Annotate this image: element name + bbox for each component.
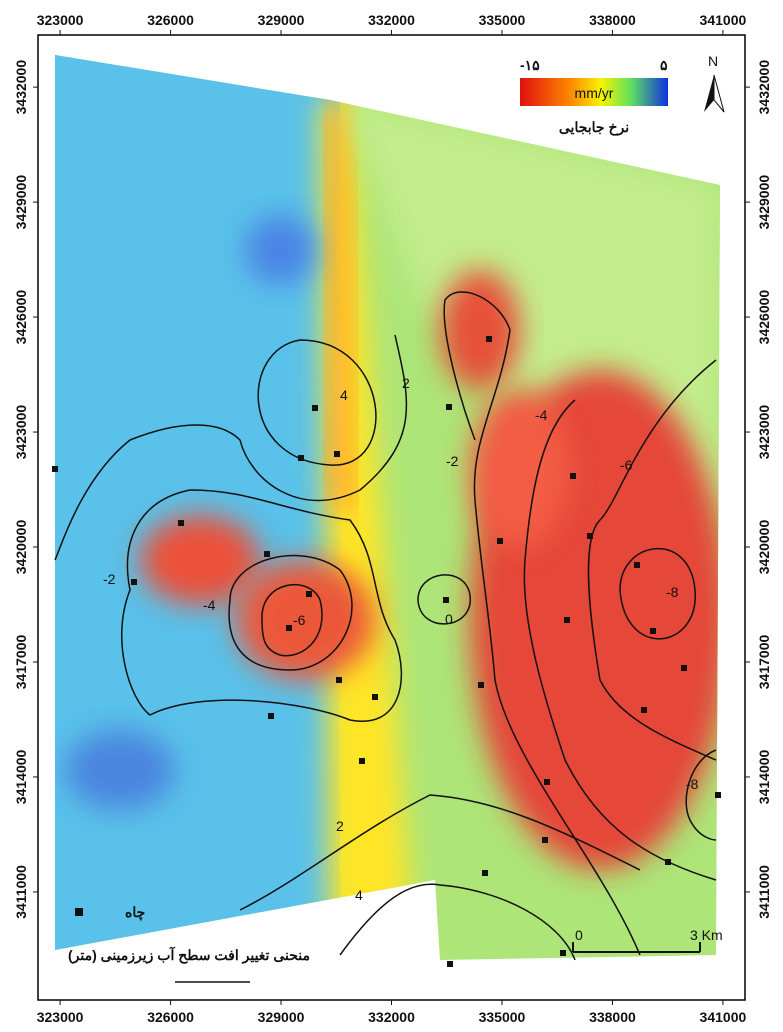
y-tick-label: 3426000 xyxy=(13,290,29,345)
wells xyxy=(52,336,721,967)
y-tick-label: 3432000 xyxy=(13,60,29,115)
contour-label: -2 xyxy=(103,571,116,587)
contour-label: -8 xyxy=(666,584,679,600)
contour-label: -6 xyxy=(620,457,633,473)
x-tick-label: 332000 xyxy=(368,12,415,28)
x-tick-label: 335000 xyxy=(479,12,526,28)
contours xyxy=(54,291,717,961)
contour-label: 0 xyxy=(445,611,453,627)
y-tick-label: 3414000 xyxy=(756,749,772,804)
y-tick-label: 3429000 xyxy=(13,175,29,230)
y-tick-label: 3417000 xyxy=(13,635,29,690)
legend-contours: منحنی تغییر افت سطح آب زیرزمینی (متر) xyxy=(68,946,310,964)
north-label: N xyxy=(708,53,718,69)
legend-unit: mm/yr xyxy=(575,85,614,101)
y-tick-label: 3429000 xyxy=(756,175,772,230)
contour-label: -2 xyxy=(446,453,459,469)
legend-wells: چاه xyxy=(125,904,145,920)
y-tick-label: 3411000 xyxy=(756,865,772,919)
contour-label: 4 xyxy=(340,387,348,403)
contour-label: -4 xyxy=(535,407,548,423)
x-tick-label: 329000 xyxy=(258,12,305,28)
x-tick-label: 332000 xyxy=(368,1009,415,1025)
contour-label: -4 xyxy=(203,597,216,613)
legend: -۱۵ ۵ mm/yr نرخ جابجایی چاه منحنی تغییر … xyxy=(68,57,668,983)
north-arrow: N xyxy=(704,53,725,113)
contour-label: 2 xyxy=(336,818,344,834)
contour-label: -8 xyxy=(686,776,699,792)
x-tick-label: 341000 xyxy=(700,12,747,28)
contour-label: 2 xyxy=(402,375,410,391)
well-symbol xyxy=(75,908,83,916)
y-tick-label: 3432000 xyxy=(756,60,772,115)
contour-label: 4 xyxy=(355,887,363,903)
color-ramp xyxy=(520,78,668,106)
y-tick-label: 3420000 xyxy=(13,520,29,575)
contour-label: -6 xyxy=(293,612,306,628)
x-tick-label: 323000 xyxy=(37,12,84,28)
scale-bar: 0 3 Km xyxy=(572,927,723,953)
legend-title: نرخ جابجایی xyxy=(559,119,629,136)
scale-end: 3 Km xyxy=(690,927,723,943)
y-tick-label: 3414000 xyxy=(13,749,29,804)
x-tick-label: 338000 xyxy=(589,12,636,28)
y-tick-label: 3411000 xyxy=(13,865,29,919)
y-tick-label: 3426000 xyxy=(756,290,772,345)
y-tick-label: 3420000 xyxy=(756,520,772,575)
scale-start: 0 xyxy=(575,927,583,943)
x-tick-label: 326000 xyxy=(147,12,194,28)
y-tick-label: 3423000 xyxy=(756,405,772,460)
legend-max: ۵ xyxy=(660,57,668,73)
x-tick-label: 329000 xyxy=(258,1009,305,1025)
y-tick-label: 3423000 xyxy=(13,405,29,460)
y-tick-label: 3417000 xyxy=(756,635,772,690)
x-tick-label: 338000 xyxy=(589,1009,636,1025)
legend-min: -۱۵ xyxy=(520,57,540,73)
x-tick-label: 323000 xyxy=(37,1009,84,1025)
contour-labels: 4 2 -2 -4 -6 -2 -4 -6 0 -4 -6 -8 -8 2 4 xyxy=(103,375,699,903)
x-tick-label: 326000 xyxy=(147,1009,194,1025)
x-tick-label: 341000 xyxy=(700,1009,747,1025)
x-tick-label: 335000 xyxy=(479,1009,526,1025)
